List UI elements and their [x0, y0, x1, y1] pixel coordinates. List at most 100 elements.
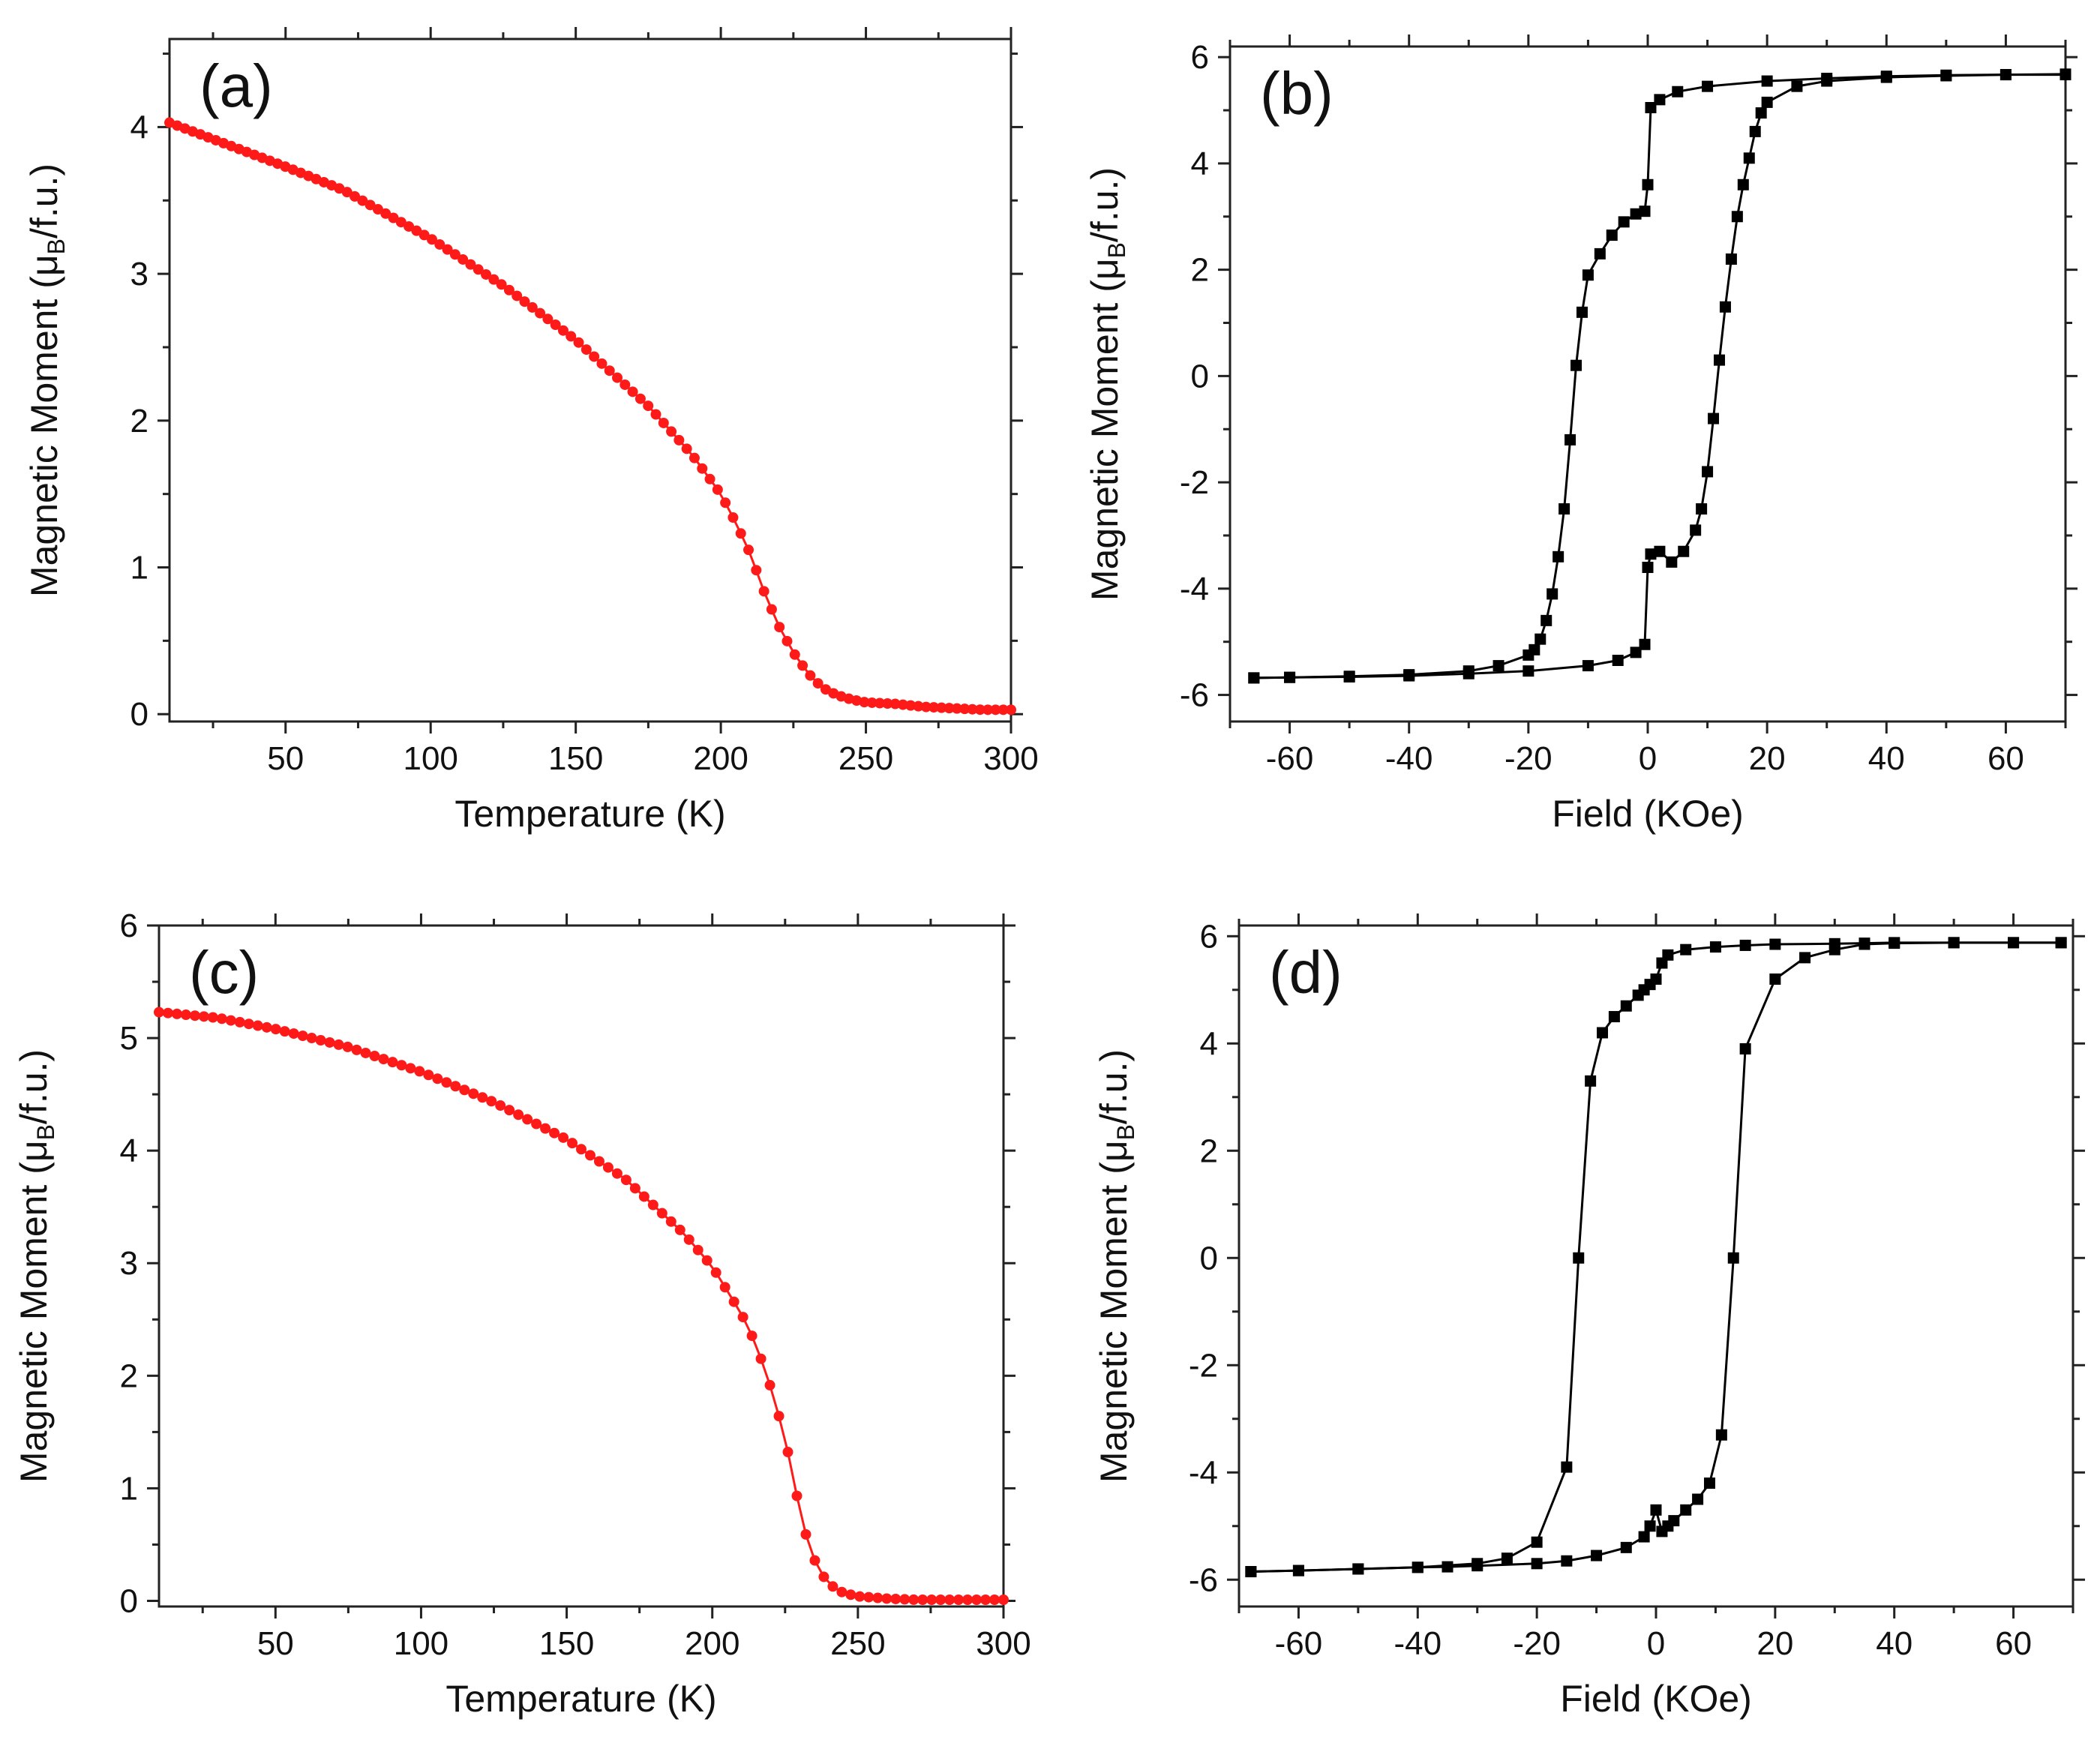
data-point — [360, 1047, 371, 1058]
data-point — [2008, 937, 2020, 949]
data-point — [1462, 668, 1474, 680]
data-point — [288, 1028, 299, 1040]
data-point — [959, 704, 970, 715]
data-point — [728, 1296, 740, 1307]
y-tick-label: 6 — [1200, 918, 1218, 955]
data-point — [634, 393, 646, 404]
data-point — [789, 649, 800, 660]
data-point — [261, 1022, 272, 1033]
data-point — [766, 604, 777, 615]
data-point — [2000, 69, 2012, 81]
data-point — [1727, 1252, 1739, 1264]
data-point — [434, 238, 446, 250]
x-tick-label: 100 — [394, 1625, 448, 1662]
data-point — [805, 670, 816, 681]
data-point — [1672, 86, 1684, 98]
data-point — [216, 1013, 227, 1024]
y-tick-label: 3 — [130, 256, 148, 292]
data-point — [1403, 670, 1415, 682]
data-point — [411, 225, 422, 236]
x-tick-label: 150 — [548, 740, 603, 777]
data-point — [1597, 1027, 1609, 1039]
x-axis-title: Temperature (K) — [454, 793, 725, 835]
data-point — [1248, 672, 1260, 684]
data-point — [297, 1030, 308, 1042]
data-point — [743, 544, 754, 556]
data-point — [1749, 125, 1761, 137]
data-point — [1650, 1504, 1662, 1516]
data-point — [1642, 178, 1654, 190]
y-axis-title: Magnetic Moment (μB/f.u.) — [1084, 167, 1130, 601]
data-point — [845, 1589, 856, 1600]
y-tick-label: 1 — [120, 1470, 138, 1507]
data-point — [627, 386, 638, 398]
data-point — [1284, 671, 1296, 683]
data-point — [953, 1594, 964, 1605]
data-point — [1638, 1531, 1650, 1543]
data-point — [540, 1123, 551, 1134]
data-point — [432, 1073, 443, 1084]
x-tick-label: -20 — [1504, 740, 1552, 777]
x-tick-label: 20 — [1756, 1625, 1793, 1662]
data-point — [154, 1006, 164, 1018]
y-axis-title-subscript: B — [32, 1124, 59, 1140]
data-point — [1594, 248, 1606, 260]
data-point — [369, 1051, 380, 1062]
data-point — [395, 217, 406, 228]
data-point — [812, 678, 824, 689]
data-point — [773, 1411, 784, 1422]
y-tick-label: 4 — [1200, 1025, 1218, 1062]
y-tick-label: 5 — [120, 1020, 138, 1057]
data-point — [720, 497, 731, 508]
data-point — [535, 308, 546, 319]
data-point — [387, 1057, 398, 1068]
data-point — [472, 264, 484, 275]
data-point — [650, 409, 662, 420]
data-point — [504, 1105, 515, 1116]
x-tick-label: 200 — [693, 740, 748, 777]
data-point — [737, 1312, 748, 1323]
data-point — [364, 200, 376, 211]
data-point — [1531, 1558, 1543, 1570]
y-tick-label: 0 — [1191, 358, 1209, 394]
series-line-main — [169, 122, 1011, 711]
data-point — [658, 417, 669, 428]
y-tick-label: -4 — [1189, 1454, 1218, 1491]
data-point — [1606, 230, 1618, 242]
x-tick-label: 250 — [830, 1625, 885, 1662]
data-point — [908, 1594, 920, 1605]
y-tick-label: 3 — [120, 1245, 138, 1282]
data-point — [1522, 649, 1534, 661]
series-line-ascending — [1250, 941, 2062, 1573]
data-point — [584, 1150, 596, 1161]
data-point — [1769, 973, 1781, 985]
plot-frame — [1238, 924, 2074, 1608]
y-axis-title: Magnetic Moment (μB/f.u.) — [13, 1049, 59, 1483]
data-point — [162, 1007, 173, 1018]
data-point — [859, 697, 870, 708]
data-point — [442, 244, 453, 255]
data-point — [1546, 588, 1558, 600]
series-line-main — [158, 1011, 1004, 1601]
y-tick-label: 2 — [1191, 252, 1209, 289]
data-point — [704, 473, 716, 484]
data-point — [573, 337, 584, 348]
data-point — [611, 1168, 622, 1179]
data-point — [481, 268, 492, 280]
data-point — [800, 1528, 812, 1540]
data-point — [791, 1490, 802, 1502]
x-tick-label: 40 — [1868, 740, 1905, 777]
x-axis-title: Field (KOe) — [1552, 793, 1744, 835]
data-point — [526, 302, 538, 313]
data-point — [315, 1034, 326, 1046]
series-line-ascending — [1253, 73, 2066, 680]
data-point — [189, 1010, 200, 1022]
data-point — [1696, 503, 1708, 515]
data-point — [503, 284, 514, 296]
data-point — [234, 1016, 245, 1028]
data-point — [1501, 1552, 1513, 1564]
data-point — [998, 1594, 1009, 1605]
data-point — [1006, 704, 1016, 716]
